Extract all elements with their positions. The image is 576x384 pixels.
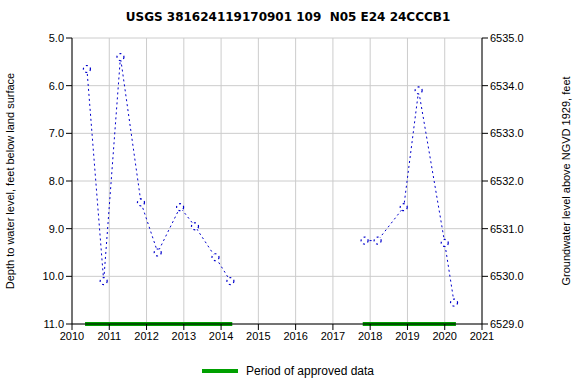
svg-text:9.0: 9.0 bbox=[49, 223, 64, 235]
svg-text:6533.0: 6533.0 bbox=[490, 127, 524, 139]
svg-text:6530.0: 6530.0 bbox=[490, 270, 524, 282]
svg-text:6532.0: 6532.0 bbox=[490, 175, 524, 187]
svg-text:2010: 2010 bbox=[60, 330, 84, 342]
svg-text:10.0: 10.0 bbox=[43, 270, 64, 282]
svg-text:8.0: 8.0 bbox=[49, 175, 64, 187]
svg-text:2018: 2018 bbox=[358, 330, 382, 342]
svg-text:2016: 2016 bbox=[283, 330, 307, 342]
svg-text:6534.0: 6534.0 bbox=[490, 80, 524, 92]
svg-text:2017: 2017 bbox=[321, 330, 345, 342]
svg-text:6529.0: 6529.0 bbox=[490, 318, 524, 330]
svg-text:6535.0: 6535.0 bbox=[490, 32, 524, 44]
svg-text:2012: 2012 bbox=[134, 330, 158, 342]
svg-text:2013: 2013 bbox=[172, 330, 196, 342]
svg-text:5.0: 5.0 bbox=[49, 32, 64, 44]
svg-text:2014: 2014 bbox=[209, 330, 233, 342]
svg-text:7.0: 7.0 bbox=[49, 127, 64, 139]
html-text:USGS 381624119170901 109 N05 E: USGS 381624119170901 109 N05 E24 24CCCB1 bbox=[125, 10, 451, 24]
html-text:Period of approved data: Period of approved data bbox=[246, 364, 374, 378]
svg-text:2019: 2019 bbox=[395, 330, 419, 342]
svg-text:11.0: 11.0 bbox=[43, 318, 64, 330]
svg-text:Groundwater level above NGVD 1: Groundwater level above NGVD 1929, feet bbox=[560, 76, 568, 285]
svg-text:Depth to water level, feet bel: Depth to water level, feet below land su… bbox=[8, 73, 16, 289]
svg-text:6531.0: 6531.0 bbox=[490, 223, 524, 235]
svg-text:2021: 2021 bbox=[470, 330, 494, 342]
svg-text:2020: 2020 bbox=[432, 330, 456, 342]
svg-text:2015: 2015 bbox=[246, 330, 270, 342]
svg-text:2011: 2011 bbox=[97, 330, 121, 342]
svg-text:6.0: 6.0 bbox=[49, 80, 64, 92]
